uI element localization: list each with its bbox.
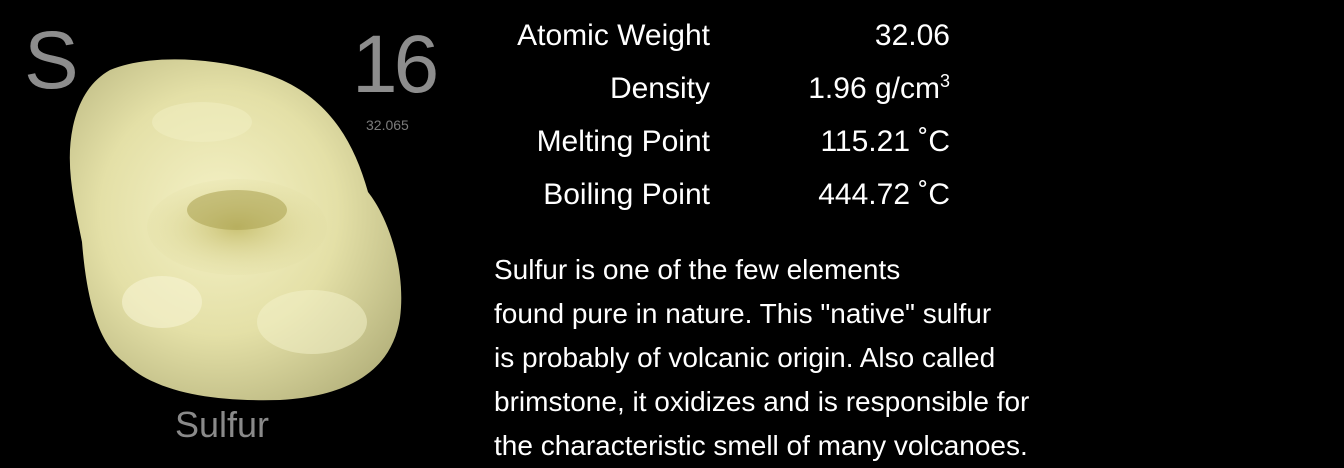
property-melting-point: Melting Point 115.21 ˚C (480, 120, 960, 173)
density-label: Density (609, 72, 710, 105)
density-value-wrap: 1.96 g/cm3 (808, 67, 950, 111)
boiling-point-label: Boiling Point (543, 178, 710, 211)
element-symbol: S (24, 15, 79, 106)
melting-point-label: Melting Point (536, 125, 710, 158)
atomic-weight-label: Atomic Weight (517, 19, 710, 52)
property-atomic-weight: Atomic Weight 32.06 (480, 14, 960, 67)
property-density: Density 1.96 g/cm3 (480, 67, 960, 120)
property-boiling-point: Boiling Point 444.72 ˚C (480, 173, 960, 226)
element-name: Sulfur (175, 404, 270, 445)
density-value: 1.96 g/cm (808, 72, 940, 105)
element-description: Sulfur is one of the few elements found … (494, 254, 1030, 461)
density-unit-superscript: 3 (939, 71, 950, 91)
boiling-point-value: 444.72 ˚C (818, 178, 950, 211)
atomic-weight-small: 32.065 (366, 117, 409, 133)
sulfur-rock-image (69, 59, 402, 401)
melting-point-value: 115.21 ˚C (820, 125, 950, 158)
atomic-weight-value: 32.06 (874, 19, 950, 52)
atomic-number: 16 (352, 19, 439, 110)
properties-list: Atomic Weight 32.06 Density 1.96 g/cm3 M… (480, 14, 960, 226)
